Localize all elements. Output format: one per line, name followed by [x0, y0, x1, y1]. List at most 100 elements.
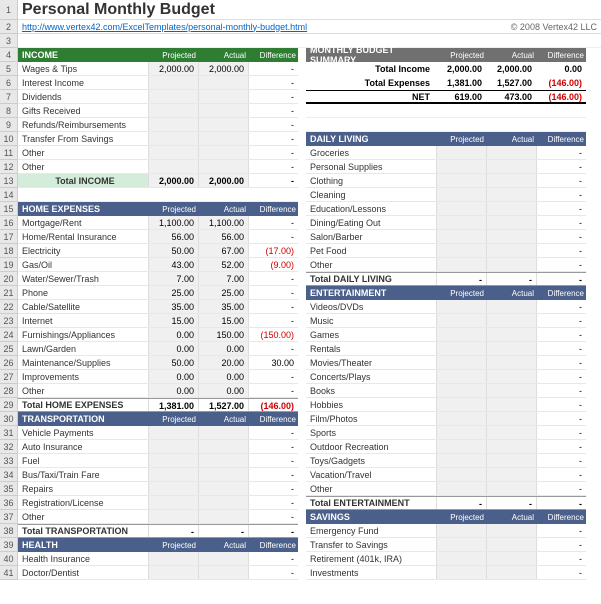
- cell-projected[interactable]: [436, 300, 486, 313]
- cell-actual[interactable]: [486, 384, 536, 397]
- row-number[interactable]: 34: [0, 468, 18, 482]
- row-number[interactable]: 9: [0, 118, 18, 132]
- row-number[interactable]: 35: [0, 482, 18, 496]
- cell-actual[interactable]: [198, 552, 248, 565]
- cell-projected[interactable]: [436, 202, 486, 215]
- cell-actual[interactable]: [198, 468, 248, 481]
- cell-actual[interactable]: 0.00: [198, 342, 248, 355]
- cell-actual[interactable]: [486, 188, 536, 201]
- cell-actual[interactable]: 67.00: [198, 244, 248, 257]
- row-number[interactable]: 26: [0, 356, 18, 370]
- cell-projected[interactable]: 2,000.00: [148, 62, 198, 75]
- row-number[interactable]: 2: [0, 20, 18, 34]
- cell-actual[interactable]: [486, 258, 536, 271]
- cell-projected[interactable]: [148, 468, 198, 481]
- cell-projected[interactable]: [148, 552, 198, 565]
- row-number[interactable]: 28: [0, 384, 18, 398]
- cell-projected[interactable]: [436, 552, 486, 565]
- row-number[interactable]: 8: [0, 104, 18, 118]
- cell-projected[interactable]: 0.00: [148, 370, 198, 383]
- cell-projected[interactable]: [436, 440, 486, 453]
- cell-actual[interactable]: [486, 314, 536, 327]
- row-number[interactable]: 25: [0, 342, 18, 356]
- cell-projected[interactable]: [436, 468, 486, 481]
- row-number[interactable]: 13: [0, 174, 18, 188]
- row-number[interactable]: 32: [0, 440, 18, 454]
- cell-actual[interactable]: [486, 328, 536, 341]
- cell-actual[interactable]: [486, 538, 536, 551]
- row-number[interactable]: 37: [0, 510, 18, 524]
- cell-actual[interactable]: [486, 146, 536, 159]
- cell-projected[interactable]: [148, 90, 198, 103]
- cell-actual[interactable]: [198, 132, 248, 145]
- cell-actual[interactable]: 52.00: [198, 258, 248, 271]
- cell-projected[interactable]: [148, 132, 198, 145]
- cell-projected[interactable]: [436, 370, 486, 383]
- cell-actual[interactable]: [486, 398, 536, 411]
- cell-projected[interactable]: [436, 328, 486, 341]
- cell-actual[interactable]: [486, 202, 536, 215]
- cell-actual[interactable]: [198, 454, 248, 467]
- cell-projected[interactable]: 0.00: [148, 384, 198, 397]
- cell-projected[interactable]: [436, 230, 486, 243]
- cell-actual[interactable]: 15.00: [198, 314, 248, 327]
- row-number[interactable]: 20: [0, 272, 18, 286]
- cell-projected[interactable]: 1,100.00: [148, 216, 198, 229]
- cell-actual[interactable]: 2,000.00: [198, 62, 248, 75]
- row-number[interactable]: 4: [0, 48, 18, 62]
- cell-projected[interactable]: [436, 384, 486, 397]
- cell-projected[interactable]: [436, 538, 486, 551]
- cell-actual[interactable]: [486, 566, 536, 579]
- row-number[interactable]: 36: [0, 496, 18, 510]
- row-number[interactable]: 38: [0, 524, 18, 538]
- cell-actual[interactable]: 7.00: [198, 272, 248, 285]
- cell-projected[interactable]: [436, 482, 486, 495]
- row-number[interactable]: 41: [0, 566, 18, 580]
- cell-projected[interactable]: [148, 104, 198, 117]
- cell-actual[interactable]: [486, 440, 536, 453]
- cell-projected[interactable]: 43.00: [148, 258, 198, 271]
- cell-projected[interactable]: [148, 454, 198, 467]
- row-number[interactable]: 18: [0, 244, 18, 258]
- row-number[interactable]: 16: [0, 216, 18, 230]
- cell-projected[interactable]: 35.00: [148, 300, 198, 313]
- cell-actual[interactable]: [198, 482, 248, 495]
- cell-actual[interactable]: [486, 426, 536, 439]
- cell-projected[interactable]: 56.00: [148, 230, 198, 243]
- cell-actual[interactable]: [486, 342, 536, 355]
- cell-actual[interactable]: [486, 230, 536, 243]
- cell-actual[interactable]: [486, 216, 536, 229]
- row-number[interactable]: 39: [0, 538, 18, 552]
- cell-projected[interactable]: [148, 510, 198, 523]
- cell-actual[interactable]: [198, 76, 248, 89]
- cell-projected[interactable]: [436, 244, 486, 257]
- cell-actual[interactable]: [198, 104, 248, 117]
- cell-projected[interactable]: [148, 566, 198, 579]
- row-number[interactable]: 22: [0, 300, 18, 314]
- cell-actual[interactable]: [486, 300, 536, 313]
- cell-actual[interactable]: [198, 426, 248, 439]
- cell-actual[interactable]: [198, 118, 248, 131]
- row-number[interactable]: 24: [0, 328, 18, 342]
- row-number[interactable]: 30: [0, 412, 18, 426]
- row-number[interactable]: 23: [0, 314, 18, 328]
- cell-projected[interactable]: 15.00: [148, 314, 198, 327]
- cell-actual[interactable]: 25.00: [198, 286, 248, 299]
- cell-actual[interactable]: 150.00: [198, 328, 248, 341]
- row-number[interactable]: 7: [0, 90, 18, 104]
- cell-actual[interactable]: [486, 370, 536, 383]
- cell-projected[interactable]: [436, 146, 486, 159]
- cell-projected[interactable]: [436, 426, 486, 439]
- row-number[interactable]: 11: [0, 146, 18, 160]
- cell-projected[interactable]: [148, 482, 198, 495]
- cell-actual[interactable]: 56.00: [198, 230, 248, 243]
- cell-projected[interactable]: [436, 174, 486, 187]
- cell-actual[interactable]: [486, 412, 536, 425]
- cell-projected[interactable]: [148, 426, 198, 439]
- cell-actual[interactable]: [198, 146, 248, 159]
- cell-projected[interactable]: [436, 314, 486, 327]
- row-number[interactable]: 21: [0, 286, 18, 300]
- cell-projected[interactable]: 7.00: [148, 272, 198, 285]
- row-number[interactable]: 15: [0, 202, 18, 216]
- cell-actual[interactable]: [198, 566, 248, 579]
